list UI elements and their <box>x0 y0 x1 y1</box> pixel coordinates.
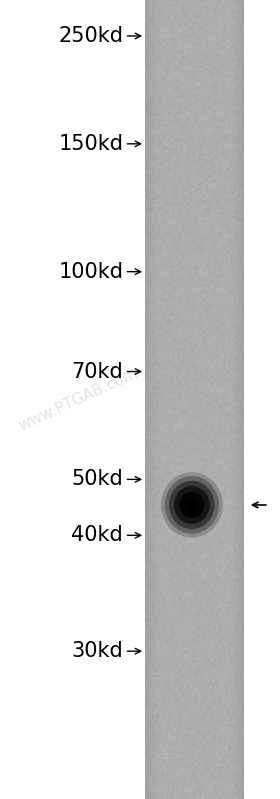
Ellipse shape <box>185 498 199 512</box>
Text: www.PTGAB.com: www.PTGAB.com <box>16 365 141 434</box>
Text: 30kd: 30kd <box>71 641 123 662</box>
Text: 250kd: 250kd <box>58 26 123 46</box>
Ellipse shape <box>165 476 219 534</box>
Ellipse shape <box>179 492 204 518</box>
Text: 70kd: 70kd <box>71 361 123 382</box>
Ellipse shape <box>169 481 214 529</box>
Ellipse shape <box>161 472 223 538</box>
Text: 50kd: 50kd <box>71 469 123 490</box>
Text: 100kd: 100kd <box>58 261 123 282</box>
Ellipse shape <box>174 486 210 524</box>
Text: 40kd: 40kd <box>71 525 123 546</box>
Text: 150kd: 150kd <box>58 133 123 154</box>
